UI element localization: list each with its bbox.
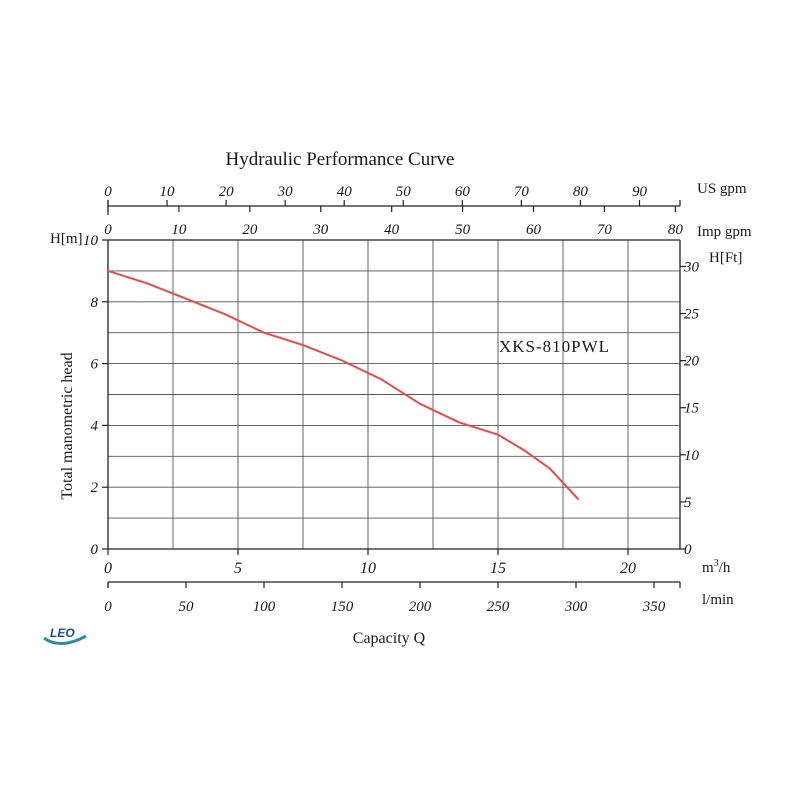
y-left-unit-label: H[m] xyxy=(50,231,83,247)
leo-logo-swoosh xyxy=(43,634,87,645)
us-gpm-tick-label: 30 xyxy=(277,184,294,200)
y-right-tick-label: 20 xyxy=(684,354,700,370)
x-primary-tick-label: 5 xyxy=(234,560,242,577)
y-left-tick-label: 6 xyxy=(91,357,99,373)
imp-gpm-tick-label: 50 xyxy=(455,222,471,238)
us-gpm-tick-label: 50 xyxy=(396,184,412,200)
chart-title: Hydraulic Performance Curve xyxy=(226,149,455,170)
grid-lines xyxy=(108,240,680,549)
imp-gpm-tick-label: 10 xyxy=(171,222,187,238)
model-label: XKS-810PWL xyxy=(499,337,610,356)
us-gpm-tick-label: 10 xyxy=(160,184,176,200)
x-axis-unit-lmin: l/min xyxy=(702,592,734,608)
x-axis-unit-m3h: m3/h xyxy=(702,558,731,576)
x-primary-tick-label: 20 xyxy=(620,560,636,577)
y-left-tick-label: 4 xyxy=(91,418,99,434)
us-gpm-tick-label: 20 xyxy=(219,184,235,200)
x-primary-tick-label: 15 xyxy=(490,560,506,577)
us-gpm-tick-label: 70 xyxy=(514,184,530,200)
imp-gpm-tick-label: 30 xyxy=(312,222,329,238)
y-right-tick-label: 0 xyxy=(684,542,692,558)
y-left-tick-label: 2 xyxy=(91,480,99,496)
imp-gpm-tick-label: 70 xyxy=(597,222,613,238)
x-axis-unit-impgpm: Imp gpm xyxy=(697,224,752,240)
leo-logo: LEO xyxy=(43,626,87,645)
y-right-tick-label: 10 xyxy=(684,448,700,464)
y-right-tick-label: 5 xyxy=(684,495,692,511)
lmin-tick-label: 300 xyxy=(564,599,588,615)
y-axis-title: Total manometric head xyxy=(59,352,76,499)
imp-gpm-tick-label: 40 xyxy=(384,222,400,238)
y-right-unit-label: H[Ft] xyxy=(709,250,742,266)
x-primary-tick-label: 10 xyxy=(360,560,376,577)
imp-gpm-tick-label: 0 xyxy=(104,222,112,238)
x-axis-title: Capacity Q xyxy=(353,630,426,647)
imp-gpm-tick-label: 80 xyxy=(668,222,684,238)
us-gpm-tick-label: 60 xyxy=(455,184,471,200)
lmin-tick-label: 350 xyxy=(642,599,666,615)
y-right-tick-label: 25 xyxy=(684,307,700,323)
performance-curve xyxy=(107,269,580,501)
lmin-tick-label: 250 xyxy=(487,599,510,615)
us-gpm-tick-label: 90 xyxy=(632,184,648,200)
imp-gpm-tick-label: 20 xyxy=(242,222,258,238)
leo-logo-text: LEO xyxy=(50,626,75,640)
x-axis-unit-usgpm: US gpm xyxy=(697,181,747,197)
y-left-tick-label: 0 xyxy=(91,542,99,558)
axes xyxy=(102,200,686,588)
y-right-tick-label: 30 xyxy=(683,259,700,275)
lmin-tick-label: 0 xyxy=(104,599,112,615)
y-right-tick-label: 15 xyxy=(684,401,700,417)
lmin-tick-label: 200 xyxy=(409,599,432,615)
x-primary-tick-label: 0 xyxy=(104,560,112,577)
lmin-tick-label: 100 xyxy=(253,599,276,615)
lmin-tick-label: 150 xyxy=(331,599,354,615)
series-layer xyxy=(107,269,580,501)
y-left-tick-label: 10 xyxy=(83,233,99,249)
us-gpm-tick-label: 40 xyxy=(337,184,353,200)
us-gpm-tick-label: 80 xyxy=(573,184,589,200)
imp-gpm-tick-label: 60 xyxy=(526,222,542,238)
y-left-tick-label: 8 xyxy=(91,295,99,311)
us-gpm-tick-label: 0 xyxy=(104,184,112,200)
lmin-tick-label: 50 xyxy=(179,599,195,615)
